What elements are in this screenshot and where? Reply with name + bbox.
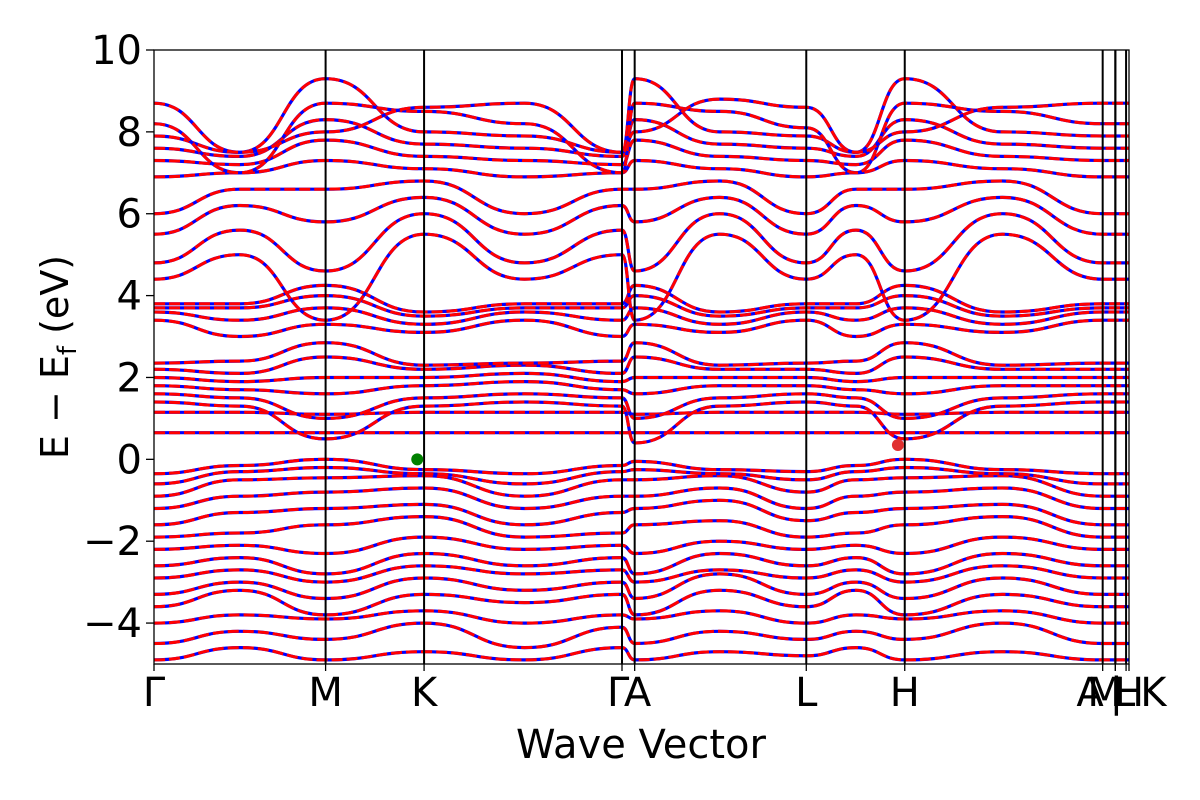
x-tick-label: Γ <box>143 670 166 716</box>
y-tick-label: 10 <box>91 28 142 74</box>
kpoint-lines <box>324 50 1128 664</box>
x-tick-label: H <box>890 670 920 716</box>
x-tick-label: L <box>795 670 818 716</box>
x-tick-label: L <box>1113 670 1136 716</box>
x-tick-label: K <box>1140 670 1168 716</box>
x-tick-label: M <box>1087 670 1122 716</box>
band-line-red-35 <box>154 97 1129 154</box>
band-line-blue-1 <box>154 621 1129 650</box>
y-tick-label: 4 <box>117 274 142 320</box>
plot-frame <box>153 49 1130 665</box>
bands-layer <box>154 77 1129 662</box>
y-axis-label: E − Ef (eV) <box>33 255 83 459</box>
x-tick-label: A <box>1076 670 1104 716</box>
x-tick-label: Γ <box>607 670 630 716</box>
band-line-red-32 <box>154 118 1129 158</box>
x-axis-ticks: Γ M K ΓA L H AM|LHK <box>143 664 1168 716</box>
y-axis-label-unit: (eV) <box>33 255 77 346</box>
band-line-blue-0 <box>154 645 1129 662</box>
x-tick-label: M <box>308 670 343 716</box>
band-line-blue-6 <box>154 551 1129 576</box>
y-axis-label-main: E − E <box>33 355 77 459</box>
x-tick-label: H <box>1114 670 1144 716</box>
y-axis-label-sub: f <box>53 345 83 355</box>
band-line-blue-8 <box>154 514 1129 539</box>
extrema-markers <box>411 439 904 466</box>
y-axis-ticks: 10 8 6 4 2 0 −2 −4 <box>83 28 154 647</box>
band-line-red-29 <box>154 179 1129 216</box>
y-tick-label: −4 <box>83 601 142 647</box>
y-tick-label: 2 <box>117 355 142 401</box>
y-tick-label: 0 <box>117 437 142 483</box>
band-line-blue-21 <box>154 341 1129 367</box>
x-axis-label: Wave Vector <box>516 722 767 768</box>
y-tick-label: 8 <box>117 110 142 156</box>
x-tick-label: A <box>624 670 652 716</box>
x-tick-label: K <box>411 670 439 716</box>
band-line-red-9 <box>154 498 1129 527</box>
vbm-marker <box>411 453 424 466</box>
y-tick-label: −2 <box>83 519 142 565</box>
band-line-blue-29 <box>154 179 1129 216</box>
band-line-red-16 <box>154 400 1129 445</box>
band-line-blue-24 <box>154 293 1129 318</box>
band-line-red-33 <box>154 77 1129 154</box>
y-tick-label: 6 <box>117 192 142 238</box>
x-tick-label: | <box>1110 670 1123 716</box>
cbm-marker <box>891 439 904 452</box>
